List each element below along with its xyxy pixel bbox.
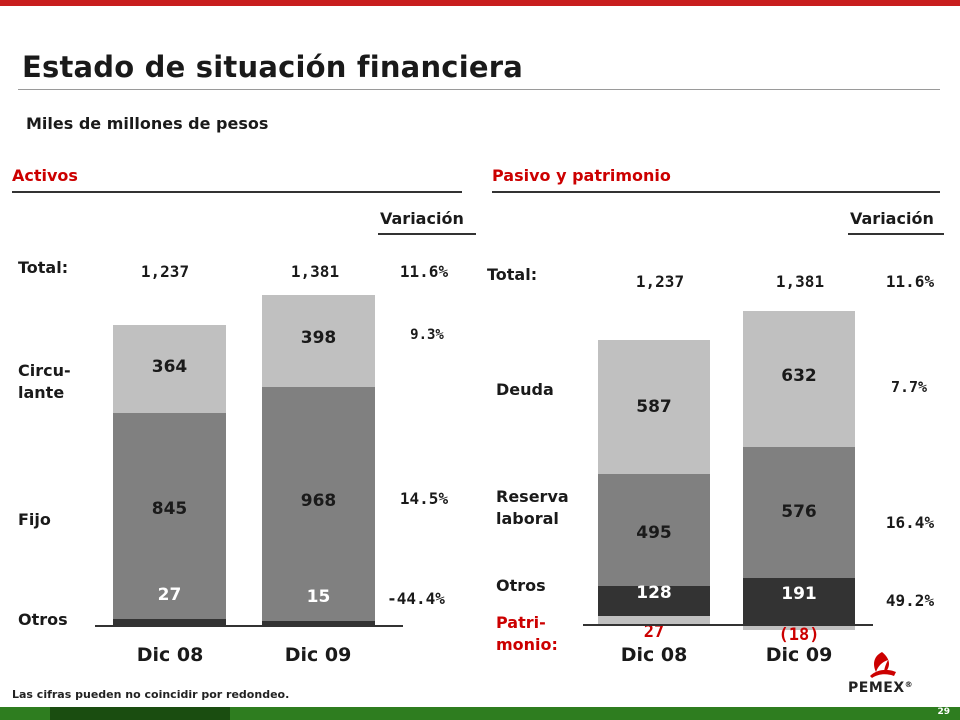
footer-bar [0,707,960,720]
activos-bar-dic08: 364 845 27 [113,325,226,625]
activos-dic08-circulante-value: 364 [151,357,188,377]
activos-dic09-fijo-value: 968 [300,491,337,511]
pasivo-heading-rule [492,191,940,193]
pasivo-total-dic09: 1,381 [775,272,825,291]
activos-dic09-circulante-segment: 398 [262,295,375,387]
activos-xlabel-dic08: Dic 08 [136,644,204,666]
pasivo-dic08-reserva-value: 495 [636,523,672,543]
page-subtitle: Miles de millones de pesos [26,114,269,133]
pemex-logo-mark: ® [904,680,914,689]
activos-x-axis [95,625,403,627]
pasivo-dic09-patrimonio-segment [743,626,855,630]
title-divider [18,89,940,90]
activos-heading-rule [12,191,462,193]
pasivo-dic09-reserva-value: 576 [781,502,817,522]
activos-dic08-otros-segment [113,619,226,625]
pasivo-variation-rule [848,233,944,235]
activos-var-otros: -44.4% [387,589,445,608]
pasivo-dic08-patrimonio-value: 27 [643,622,665,642]
pasivo-label-deuda: Deuda [496,380,554,399]
pasivo-var-otros: 49.2% [885,591,935,610]
page-title: Estado de situación financiera [22,50,523,84]
page-number: 29 [937,707,950,717]
activos-label-circulante: Circu- lante [18,361,71,402]
activos-total-dic08: 1,237 [140,262,190,281]
pasivo-dic09-patrimonio-value: (18) [778,625,820,645]
pasivo-dic08-otros-value: 128 [636,583,672,603]
top-accent-bar [0,0,960,6]
pasivo-dic08-deuda-segment: 587 [598,340,710,474]
activos-dic08-otros-value: 27 [157,585,182,605]
pasivo-bar-dic09: 632 576 191 [743,311,855,624]
pemex-wordmark: PEMEX® [848,680,913,696]
pasivo-dic08-reserva-segment: 495 [598,474,710,586]
activos-dic08-fijo-segment: 845 27 [113,413,226,619]
activos-xlabel-dic09: Dic 09 [284,644,352,666]
pasivo-bar-dic08: 587 495 128 [598,340,710,624]
pasivo-xlabel-dic08: Dic 08 [620,644,688,666]
pasivo-xlabel-dic09: Dic 09 [765,644,833,666]
activos-dic09-otros-value: 15 [306,587,331,607]
activos-label-otros: Otros [18,610,68,629]
pasivo-heading: Pasivo y patrimonio [492,166,671,185]
activos-label-total: Total: [18,258,69,277]
activos-label-fijo: Fijo [18,510,51,529]
activos-var-total: 11.6% [399,262,449,281]
pasivo-label-reserva: Reserva laboral [496,487,569,528]
pasivo-total-dic08: 1,237 [635,272,685,291]
pemex-logo-name: PEMEX [848,680,905,696]
pasivo-label-total: Total: [487,265,538,284]
pasivo-dic09-deuda-segment: 632 [743,311,855,447]
pasivo-dic09-otros-value: 191 [781,584,817,604]
pasivo-dic08-otros-segment: 128 [598,583,710,616]
pasivo-dic09-deuda-value: 632 [781,366,817,386]
activos-bar-dic09: 398 968 15 [262,295,375,625]
footer-bar-accent [50,707,230,720]
activos-variation-heading: Variación [380,209,464,228]
rounding-note: Las cifras pueden no coincidir por redon… [12,688,290,701]
activos-dic09-otros-segment [262,621,375,625]
pasivo-dic08-patrimonio-segment [598,616,710,624]
pasivo-var-deuda: 7.7% [890,378,928,396]
pemex-logo-icon [864,650,900,680]
activos-total-dic09: 1,381 [290,262,340,281]
pasivo-var-total: 11.6% [885,272,935,291]
activos-heading: Activos [12,166,78,185]
activos-var-circulante: 9.3% [410,327,444,343]
pasivo-x-axis [583,624,873,626]
pasivo-variation-heading: Variación [850,209,934,228]
pasivo-dic09-reserva-segment: 576 [743,447,855,578]
activos-dic09-circulante-value: 398 [300,328,337,348]
activos-dic08-fijo-value: 845 [151,499,188,519]
pasivo-dic08-deuda-value: 587 [636,397,672,417]
pasivo-var-reserva: 16.4% [885,513,935,532]
pasivo-label-patrimonio: Patri- monio: [496,613,558,654]
activos-variation-rule [378,233,476,235]
activos-var-fijo: 14.5% [399,489,449,508]
activos-dic09-fijo-segment: 968 15 [262,387,375,621]
activos-dic08-circulante-segment: 364 [113,325,226,413]
pasivo-dic09-otros-segment: 191 [743,578,855,624]
pasivo-label-otros: Otros [496,576,546,595]
